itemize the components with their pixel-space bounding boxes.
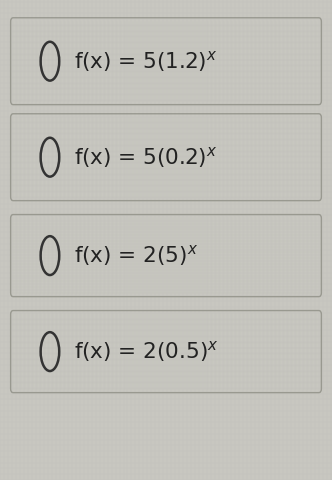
Text: f(x) = 5(1.2)$^x$: f(x) = 5(1.2)$^x$ <box>74 48 218 74</box>
Text: f(x) = 5(0.2)$^x$: f(x) = 5(0.2)$^x$ <box>74 144 218 170</box>
Text: f(x) = 2(0.5)$^x$: f(x) = 2(0.5)$^x$ <box>74 339 219 364</box>
Text: f(x) = 2(5)$^x$: f(x) = 2(5)$^x$ <box>74 243 199 268</box>
